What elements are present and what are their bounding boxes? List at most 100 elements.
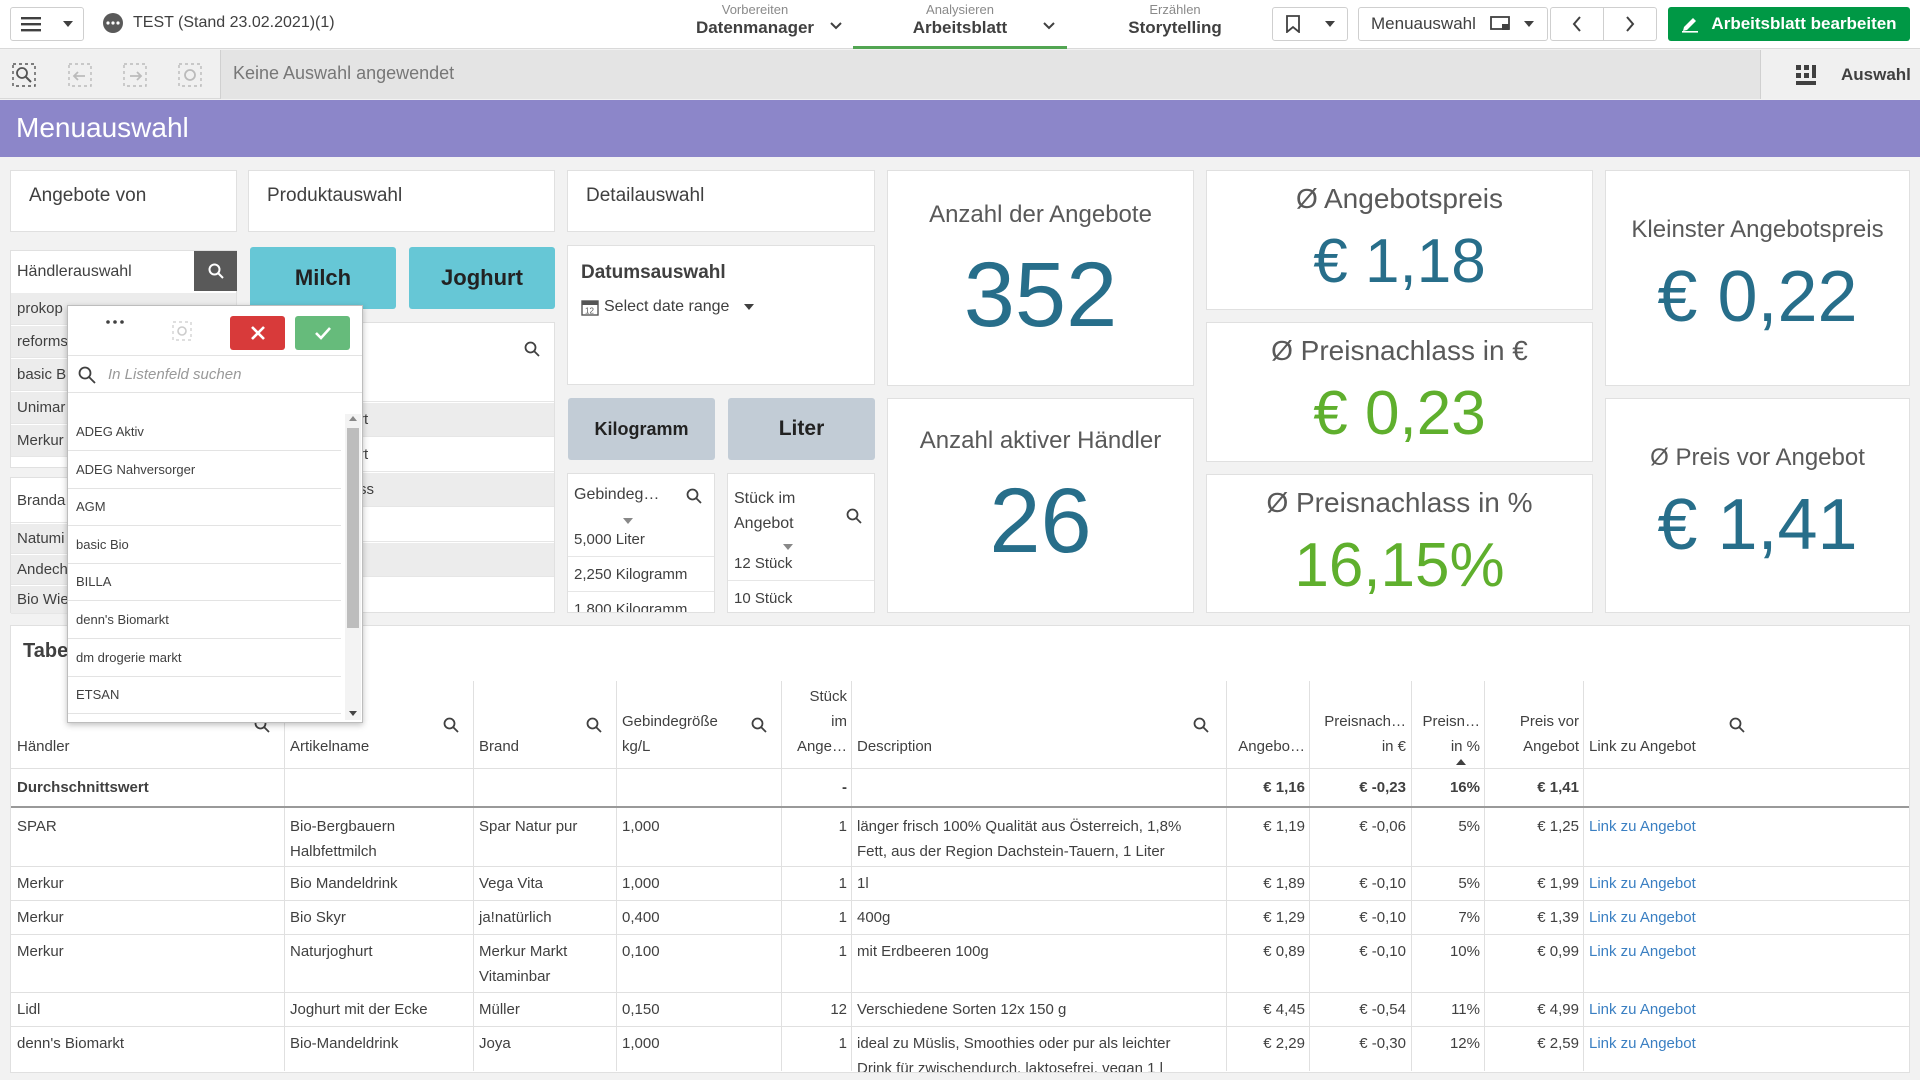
search-icon <box>208 263 224 279</box>
column-header-link[interactable]: Link zu Angebot <box>1589 738 1696 755</box>
sheet-selector[interactable]: Menuauswahl <box>1358 7 1548 41</box>
table-cell: € 1,39 <box>1537 909 1579 926</box>
table-cell: Merkur <box>17 875 64 892</box>
column-header-haendler[interactable]: Händler <box>17 738 70 755</box>
table-cell: Merkur <box>17 943 64 960</box>
column-header-vor[interactable]: Preis vor Angebot <box>1486 709 1579 759</box>
kpi-label: Anzahl aktiver Händler <box>919 427 1162 454</box>
header-line: Preis vor <box>1519 713 1579 730</box>
dropdown-scrollbar[interactable] <box>345 414 361 720</box>
haendler-search-button[interactable] <box>194 251 237 291</box>
joghurt-button[interactable]: Joghurt <box>409 247 555 309</box>
scrollbar-thumb[interactable] <box>347 428 359 628</box>
list-item[interactable]: 2,250 Kilogramm <box>568 558 714 592</box>
offer-link[interactable]: Link zu Angebot <box>1589 943 1696 960</box>
dropdown-item[interactable]: BILLA <box>68 564 341 602</box>
confirm-selection-button[interactable] <box>295 316 350 350</box>
table-cell: € -0,10 <box>1359 943 1406 960</box>
column-header-nachlass-pct[interactable]: Preisn… in % <box>1413 709 1480 759</box>
chevron-down-icon <box>1043 22 1055 30</box>
offer-link[interactable]: Link zu Angebot <box>1589 818 1696 835</box>
table-cell: € 4,99 <box>1537 1001 1579 1018</box>
search-icon[interactable] <box>1729 717 1745 733</box>
smart-search-icon[interactable] <box>12 63 68 112</box>
bookmarks-button[interactable] <box>1272 7 1348 41</box>
check-icon <box>314 327 331 340</box>
milch-button[interactable]: Milch <box>250 247 396 309</box>
offer-link[interactable]: Link zu Angebot <box>1589 909 1696 926</box>
tab-prepare[interactable]: Vorbereiten Datenmanager <box>660 2 850 49</box>
main-menu-button[interactable] <box>10 7 84 41</box>
dropdown-search[interactable]: In Listenfeld suchen <box>68 357 362 393</box>
liter-button[interactable]: Liter <box>728 398 875 460</box>
edit-sheet-button[interactable]: Arbeitsblatt bearbeiten <box>1668 7 1910 41</box>
scroll-down-icon[interactable] <box>349 711 357 716</box>
table-cell: 0,150 <box>622 1001 660 1018</box>
search-icon[interactable] <box>846 508 862 524</box>
table-cell: € 1,19 <box>1263 818 1305 835</box>
table-cell: € 2,59 <box>1537 1035 1579 1052</box>
next-sheet-button[interactable] <box>1604 8 1657 40</box>
list-item[interactable]: 1,800 Kilogramm <box>568 593 714 612</box>
cancel-selection-button[interactable] <box>230 316 285 350</box>
list-item[interactable]: 12 Stück <box>728 547 874 581</box>
offer-link[interactable]: Link zu Angebot <box>1589 875 1696 892</box>
dropdown-item[interactable]: dm drogerie markt <box>68 640 341 677</box>
selections-panel-button[interactable]: Auswahl <box>1760 50 1920 99</box>
column-header-nachlass-eur[interactable]: Preisnach… in € <box>1311 709 1406 759</box>
previous-sheet-button[interactable] <box>1551 8 1604 40</box>
sort-ascending-icon <box>1456 759 1466 765</box>
dropdown-item[interactable]: ADEG Nahversorger <box>68 452 341 489</box>
table-cell: denn's Biomarkt <box>17 1035 125 1052</box>
column-header-artikel[interactable]: Artikelname <box>290 738 370 755</box>
clear-selections-icon[interactable] <box>178 63 234 112</box>
step-back-icon[interactable] <box>68 63 124 112</box>
search-icon[interactable] <box>686 488 702 504</box>
header-line: Ange… <box>796 738 847 755</box>
dropdown-item[interactable]: denn's Biomarkt <box>68 602 341 639</box>
search-icon[interactable] <box>751 717 767 733</box>
table-cell: Müller <box>479 1001 520 1018</box>
column-header-brand[interactable]: Brand <box>479 738 520 755</box>
table-cell: € 1,25 <box>1537 818 1579 835</box>
column-header-description[interactable]: Description <box>857 738 933 755</box>
totals-stueck: - <box>842 779 847 796</box>
list-item[interactable]: 5,000 Liter <box>568 523 714 557</box>
table-cell: Bio Mandeldrink <box>290 875 398 892</box>
scroll-up-icon[interactable] <box>349 416 357 421</box>
kpi-min-preis: Kleinster Angebotspreis € 0,22 <box>1605 170 1910 386</box>
dropdown-item[interactable]: basic Bio <box>68 527 341 564</box>
dropdown-item[interactable]: AGM <box>68 489 341 527</box>
step-forward-icon[interactable] <box>123 63 179 112</box>
header-line: Angebot <box>1523 738 1579 755</box>
tab-narrate[interactable]: Erzählen Storytelling <box>1110 2 1240 49</box>
dropdown-item[interactable]: ADEG Aktiv <box>68 414 341 451</box>
header-line: Preisn… <box>1422 713 1480 730</box>
kilogramm-button[interactable]: Kilogramm <box>568 398 715 460</box>
joghurt-label: Joghurt <box>441 265 523 290</box>
clear-selection-icon[interactable] <box>172 321 192 341</box>
search-icon[interactable] <box>1193 717 1209 733</box>
kpi-value: € 0,23 <box>1313 379 1486 448</box>
table-cell: € 0,89 <box>1263 943 1305 960</box>
search-icon <box>78 366 96 384</box>
column-header-gebinde[interactable]: Gebindegröße kg/L <box>622 709 718 759</box>
tab-analyse[interactable]: Analysieren Arbeitsblatt <box>853 2 1067 49</box>
kpi-value: 352 <box>963 244 1118 346</box>
search-icon[interactable] <box>524 341 540 357</box>
current-selections[interactable]: Keine Auswahl angewendet <box>220 50 1760 99</box>
column-header-stueck[interactable]: Stück im Ange… <box>783 684 847 759</box>
offer-link[interactable]: Link zu Angebot <box>1589 1035 1696 1052</box>
dropdown-item[interactable]: ETSAN <box>68 677 341 714</box>
gebinde-listbox[interactable]: Gebindeg… 5,000 Liter 2,250 Kilogramm 1,… <box>567 473 715 613</box>
offer-link[interactable]: Link zu Angebot <box>1589 1001 1696 1018</box>
more-options-icon[interactable] <box>106 320 124 324</box>
column-header-angebot[interactable]: Angebo… <box>1238 738 1305 755</box>
app-title[interactable]: TEST (Stand 23.02.2021)(1) <box>103 13 335 33</box>
date-range-picker[interactable]: 12 Select date range <box>581 298 755 316</box>
produkt-listbox[interactable]: rt rt ss <box>248 322 555 613</box>
search-icon[interactable] <box>443 717 459 733</box>
stueck-listbox[interactable]: Stück im Angebot 12 Stück 10 Stück <box>727 473 875 613</box>
list-item[interactable]: 10 Stück <box>728 582 874 612</box>
search-icon[interactable] <box>586 717 602 733</box>
